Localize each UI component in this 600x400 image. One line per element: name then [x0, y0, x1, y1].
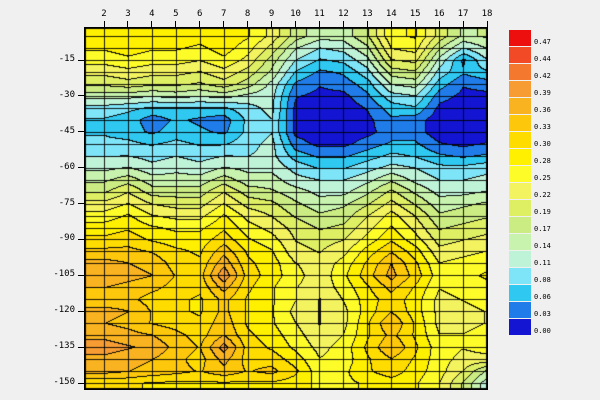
- x-tick-mark: [486, 21, 488, 27]
- y-tick-label: -75: [58, 197, 75, 208]
- x-tick-label: 12: [337, 9, 349, 19]
- x-tick-mark: [175, 21, 177, 27]
- colorbar-segment: [509, 149, 531, 165]
- x-tick-mark: [414, 21, 416, 27]
- colorbar-segment: [509, 183, 531, 199]
- x-tick-mark: [295, 21, 296, 27]
- colorbar-segment: [509, 251, 531, 267]
- y-tick-mark: [78, 238, 84, 240]
- x-tick-label: 7: [220, 9, 227, 19]
- x-tick-mark: [199, 21, 201, 27]
- colorbar-segment: [509, 115, 531, 131]
- x-tick-mark: [247, 21, 249, 27]
- y-tick-mark: [78, 131, 84, 133]
- y-tick-mark: [78, 346, 84, 348]
- colorbar-segment: [509, 81, 531, 97]
- x-tick-mark: [342, 21, 344, 27]
- y-tick-mark: [78, 167, 84, 169]
- colorbar-segment: [509, 302, 531, 318]
- y-tick-label: -90: [58, 233, 75, 244]
- colorbar-tick-label: 0.08: [534, 276, 551, 284]
- x-tick-mark: [223, 21, 225, 27]
- colorbar-tick-label: 0.14: [534, 242, 551, 250]
- x-tick-label: 5: [173, 9, 179, 19]
- colorbar-tick-label: 0.42: [534, 72, 551, 80]
- y-tick-label: -135: [53, 341, 75, 352]
- colorbar-segment: [509, 268, 531, 284]
- x-tick-label: 16: [433, 9, 445, 19]
- y-tick-label: -15: [58, 54, 75, 64]
- y-tick-label: -150: [53, 377, 75, 388]
- x-tick-label: 6: [197, 9, 203, 19]
- y-tick-label: -120: [53, 305, 75, 316]
- colorbar-segment: [509, 234, 531, 250]
- y-tick-mark: [78, 382, 84, 384]
- contour-plot-canvas: [84, 27, 488, 390]
- x-tick-mark: [438, 21, 440, 27]
- colorbar-segment: [509, 200, 531, 216]
- y-tick-mark: [78, 274, 84, 276]
- colorbar-segment: [509, 319, 531, 335]
- x-tick-mark: [151, 21, 153, 27]
- x-tick-label: 14: [385, 9, 397, 19]
- colorbar-tick-label: 0.25: [534, 174, 551, 182]
- colorbar-tick-label: 0.17: [534, 225, 551, 233]
- colorbar-tick-label: 0.28: [534, 157, 551, 165]
- colorbar-segment: [509, 30, 531, 46]
- colorbar-segment: [509, 64, 531, 80]
- colorbar-tick-label: 0.39: [534, 89, 551, 97]
- colorbar-tick-label: 0.11: [534, 259, 551, 267]
- x-tick-mark: [462, 21, 464, 27]
- colorbar-segment: [509, 132, 531, 148]
- x-tick-label: 15: [409, 9, 421, 19]
- y-tick-mark: [78, 203, 84, 205]
- colorbar-segment: [509, 166, 531, 182]
- x-tick-label: 4: [149, 9, 155, 19]
- colorbar-tick-label: 0.44: [534, 55, 551, 63]
- x-tick-mark: [390, 21, 392, 27]
- x-tick-mark: [366, 21, 368, 27]
- colorbar-tick-label: 0.36: [534, 106, 551, 114]
- colorbar-tick-label: 0.19: [534, 208, 551, 216]
- x-tick-label: 11: [314, 9, 325, 19]
- colorbar-tick-label: 0.47: [534, 38, 551, 46]
- colorbar-tick-label: 0.06: [534, 293, 551, 301]
- x-tick-label: 9: [268, 9, 275, 19]
- x-tick-label: 10: [290, 9, 301, 19]
- x-tick-label: 8: [244, 9, 251, 19]
- x-tick-label: 2: [101, 9, 107, 19]
- y-tick-label: -45: [58, 125, 75, 136]
- x-tick-mark: [318, 21, 320, 27]
- colorbar-segment: [509, 98, 531, 114]
- y-tick-mark: [78, 59, 84, 61]
- colorbar-segment: [509, 217, 531, 233]
- x-tick-label: 17: [457, 9, 469, 19]
- colorbar-segment: [509, 285, 531, 301]
- y-tick-label: -30: [58, 89, 75, 100]
- y-tick-label: -105: [53, 269, 75, 280]
- y-tick-mark: [78, 95, 84, 97]
- x-tick-label: 18: [481, 9, 493, 19]
- colorbar: [509, 30, 531, 336]
- colorbar-tick-label: 0.22: [534, 191, 551, 199]
- x-tick-mark: [271, 21, 273, 27]
- x-tick-mark: [127, 21, 129, 27]
- y-tick-mark: [78, 310, 84, 312]
- x-tick-label: 3: [125, 9, 131, 19]
- y-tick-label: -60: [58, 161, 75, 172]
- colorbar-tick-label: 0.00: [534, 327, 551, 335]
- colorbar-tick-label: 0.30: [534, 140, 551, 148]
- x-tick-label: 13: [361, 9, 373, 19]
- x-tick-mark: [103, 21, 105, 27]
- colorbar-tick-label: 0.03: [534, 310, 551, 318]
- colorbar-tick-label: 0.33: [534, 123, 551, 131]
- colorbar-segment: [509, 47, 531, 63]
